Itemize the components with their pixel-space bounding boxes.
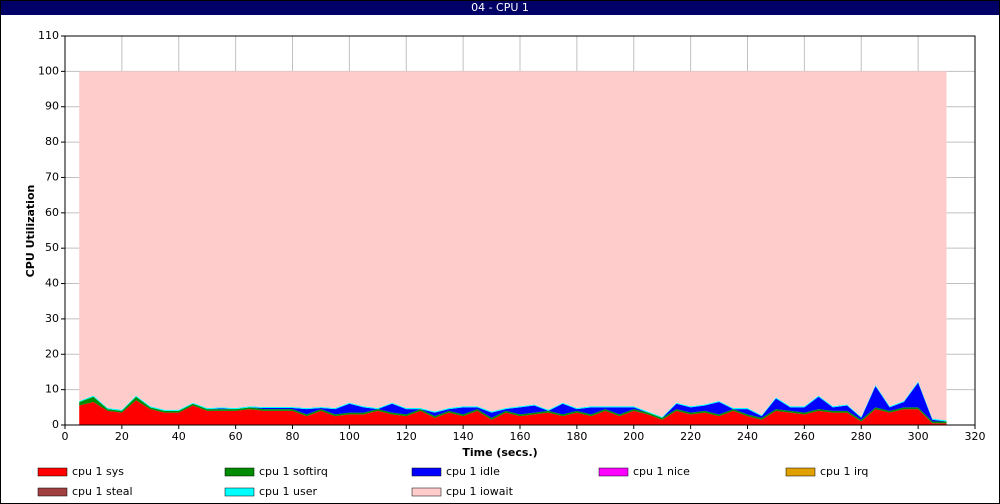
legend-swatch [37,467,68,477]
y-axis-label: CPU Utilization [24,185,37,278]
x-tick-label: 140 [453,430,474,443]
legend-label: cpu 1 iowait [446,485,514,498]
area [79,71,947,421]
area [79,381,947,422]
legend-label: cpu 1 user [259,485,317,498]
x-tick-label: 100 [339,430,360,443]
area [79,382,947,422]
legend-swatch [411,467,442,477]
x-tick-label: 0 [62,430,69,443]
x-tick-label: 300 [908,430,929,443]
x-tick-label: 160 [510,430,531,443]
x-axis-label: Time (secs.) [462,446,537,459]
x-tick-label: 20 [115,430,129,443]
y-tick-label: 60 [45,206,59,219]
legend-label: cpu 1 nice [633,465,690,478]
area [79,396,947,424]
legend-label: cpu 1 idle [446,465,500,478]
y-tick-label: 70 [45,170,59,183]
legend-swatch [224,467,255,477]
legend-swatch [224,487,255,497]
x-tick-label: 200 [623,430,644,443]
y-tick-label: 100 [38,64,59,77]
x-tick-label: 220 [680,430,701,443]
y-tick-label: 20 [45,347,59,360]
x-tick-label: 60 [229,430,243,443]
legend-swatch [598,467,629,477]
y-tick-label: 80 [45,135,59,148]
legend-label: cpu 1 sys [72,465,124,478]
x-tick-label: 40 [172,430,186,443]
y-tick-label: 30 [45,312,59,325]
x-tick-label: 280 [851,430,872,443]
x-tick-label: 240 [737,430,758,443]
legend-label: cpu 1 irq [820,465,868,478]
x-tick-label: 260 [794,430,815,443]
legend-label: cpu 1 steal [72,485,133,498]
chart-title: 04 - CPU 1 [471,1,529,14]
y-tick-label: 0 [52,418,59,431]
x-tick-label: 320 [965,430,986,443]
y-tick-label: 110 [38,29,59,42]
legend-swatch [37,487,68,497]
legend-swatch [411,487,442,497]
y-tick-label: 10 [45,383,59,396]
legend-swatch [785,467,816,477]
x-tick-label: 180 [566,430,587,443]
y-tick-label: 90 [45,100,59,113]
y-tick-label: 40 [45,277,59,290]
legend-label: cpu 1 softirq [259,465,328,478]
title-bar [1,1,999,15]
x-tick-label: 80 [286,430,300,443]
y-tick-label: 50 [45,241,59,254]
area [79,400,947,425]
x-tick-label: 120 [396,430,417,443]
